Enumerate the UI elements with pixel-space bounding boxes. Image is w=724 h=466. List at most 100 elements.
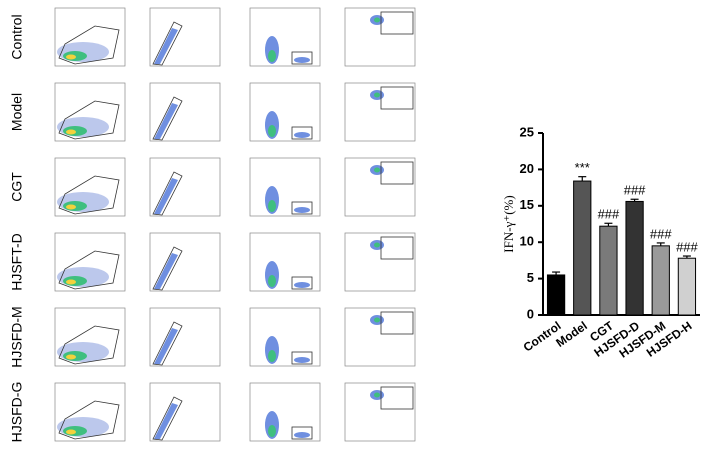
dots — [66, 354, 76, 360]
error-bar — [656, 242, 665, 246]
row-label: Model — [9, 93, 25, 131]
gate — [58, 25, 120, 65]
plot-frame — [249, 307, 321, 367]
dots — [154, 178, 178, 214]
flow-plot — [54, 82, 126, 142]
dots — [268, 50, 276, 62]
significance-label: ### — [676, 239, 698, 254]
y-tick-label: 10 — [520, 234, 534, 249]
error-bar — [604, 222, 613, 227]
flow-plot — [54, 232, 126, 292]
y-tick-label: 15 — [520, 197, 534, 212]
gate — [291, 426, 313, 440]
flow-plot — [149, 232, 221, 292]
gate — [291, 126, 313, 140]
row-label: CGT — [9, 172, 25, 202]
y-tick-label: 20 — [520, 161, 534, 176]
plot-frame — [249, 232, 321, 292]
flow-plot — [249, 232, 321, 292]
gate — [152, 396, 183, 441]
gate — [291, 351, 313, 365]
dots — [294, 282, 310, 288]
flow-plot — [149, 307, 221, 367]
dots — [268, 350, 276, 362]
y-tick-label: 0 — [527, 306, 534, 321]
dots — [374, 167, 380, 173]
bar — [546, 274, 566, 316]
gate — [380, 161, 414, 185]
gate — [152, 96, 183, 141]
error-bar — [552, 271, 561, 275]
flow-plot — [344, 82, 416, 142]
flow-plot — [249, 307, 321, 367]
gate — [152, 321, 183, 366]
significance-label: ### — [598, 207, 620, 222]
flow-plot — [344, 7, 416, 67]
flow-plot — [344, 157, 416, 217]
row-label: HJSFT-D — [9, 233, 25, 291]
plot-frame — [249, 157, 321, 217]
significance-label: *** — [575, 160, 590, 175]
flow-plot — [249, 157, 321, 217]
gate — [152, 21, 183, 66]
dots — [374, 317, 380, 323]
flow-plot — [54, 382, 126, 442]
dots — [294, 357, 310, 363]
dots — [374, 242, 380, 248]
flow-plot — [54, 7, 126, 67]
plot-frame — [249, 7, 321, 67]
dots — [154, 328, 178, 364]
y-tick-label: 25 — [520, 124, 534, 139]
dots — [268, 275, 276, 287]
gate — [380, 11, 414, 35]
dots — [154, 103, 178, 139]
flow-plot — [149, 157, 221, 217]
significance-label: ### — [650, 226, 672, 241]
dots — [268, 200, 276, 212]
gate — [58, 250, 120, 290]
dots — [66, 129, 76, 135]
dots — [154, 403, 178, 439]
gate — [152, 246, 183, 291]
y-tick-label: 5 — [527, 270, 534, 285]
gate — [58, 400, 120, 440]
plot-frame — [249, 382, 321, 442]
dots — [294, 432, 310, 438]
dots — [294, 207, 310, 213]
flow-plot — [249, 382, 321, 442]
bar — [573, 180, 592, 316]
flow-plot — [249, 82, 321, 142]
bar — [625, 200, 644, 316]
gate — [58, 325, 120, 365]
row-label: HJSFD-G — [9, 382, 25, 443]
bar — [599, 225, 618, 316]
dots — [374, 17, 380, 23]
dots — [66, 429, 76, 435]
flow-plot — [249, 7, 321, 67]
error-bar — [682, 255, 691, 259]
gate — [152, 171, 183, 216]
dots — [66, 204, 76, 210]
flow-plot — [54, 307, 126, 367]
dots — [294, 57, 310, 63]
gate — [291, 201, 313, 215]
dots — [268, 125, 276, 137]
flow-plot — [149, 82, 221, 142]
dots — [268, 425, 276, 437]
flow-plot — [344, 232, 416, 292]
flow-plot — [54, 157, 126, 217]
significance-label: ### — [624, 183, 646, 198]
dots — [66, 54, 76, 60]
gate — [380, 86, 414, 110]
y-axis-title: IFN-γ⁺(%) — [501, 195, 516, 252]
dots — [374, 92, 380, 98]
flow-plot — [149, 382, 221, 442]
dots — [294, 132, 310, 138]
gate — [380, 386, 414, 410]
error-bar — [578, 176, 587, 182]
plot-frame — [249, 82, 321, 142]
row-label: Control — [9, 14, 25, 59]
bar — [651, 245, 670, 316]
gate — [58, 100, 120, 140]
